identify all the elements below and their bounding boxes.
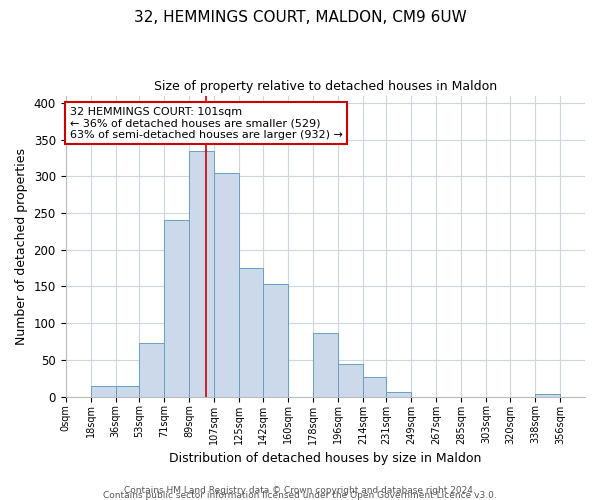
Text: 32 HEMMINGS COURT: 101sqm
← 36% of detached houses are smaller (529)
63% of semi: 32 HEMMINGS COURT: 101sqm ← 36% of detac… [70,106,343,140]
Bar [338,364,363,396]
Bar [139,343,164,396]
Text: 32, HEMMINGS COURT, MALDON, CM9 6UW: 32, HEMMINGS COURT, MALDON, CM9 6UW [134,10,466,25]
Bar [91,386,116,396]
Title: Size of property relative to detached houses in Maldon: Size of property relative to detached ho… [154,80,497,93]
Bar [214,172,239,396]
Bar [535,394,560,396]
Text: Contains public sector information licensed under the Open Government Licence v3: Contains public sector information licen… [103,490,497,500]
Bar [263,284,288,397]
Bar [239,268,263,396]
Bar [164,220,189,396]
Text: Contains HM Land Registry data © Crown copyright and database right 2024.: Contains HM Land Registry data © Crown c… [124,486,476,495]
Bar [189,150,214,396]
X-axis label: Distribution of detached houses by size in Maldon: Distribution of detached houses by size … [169,452,481,465]
Y-axis label: Number of detached properties: Number of detached properties [15,148,28,344]
Bar [313,333,338,396]
Bar [363,377,386,396]
Bar [386,392,412,396]
Bar [116,386,139,396]
